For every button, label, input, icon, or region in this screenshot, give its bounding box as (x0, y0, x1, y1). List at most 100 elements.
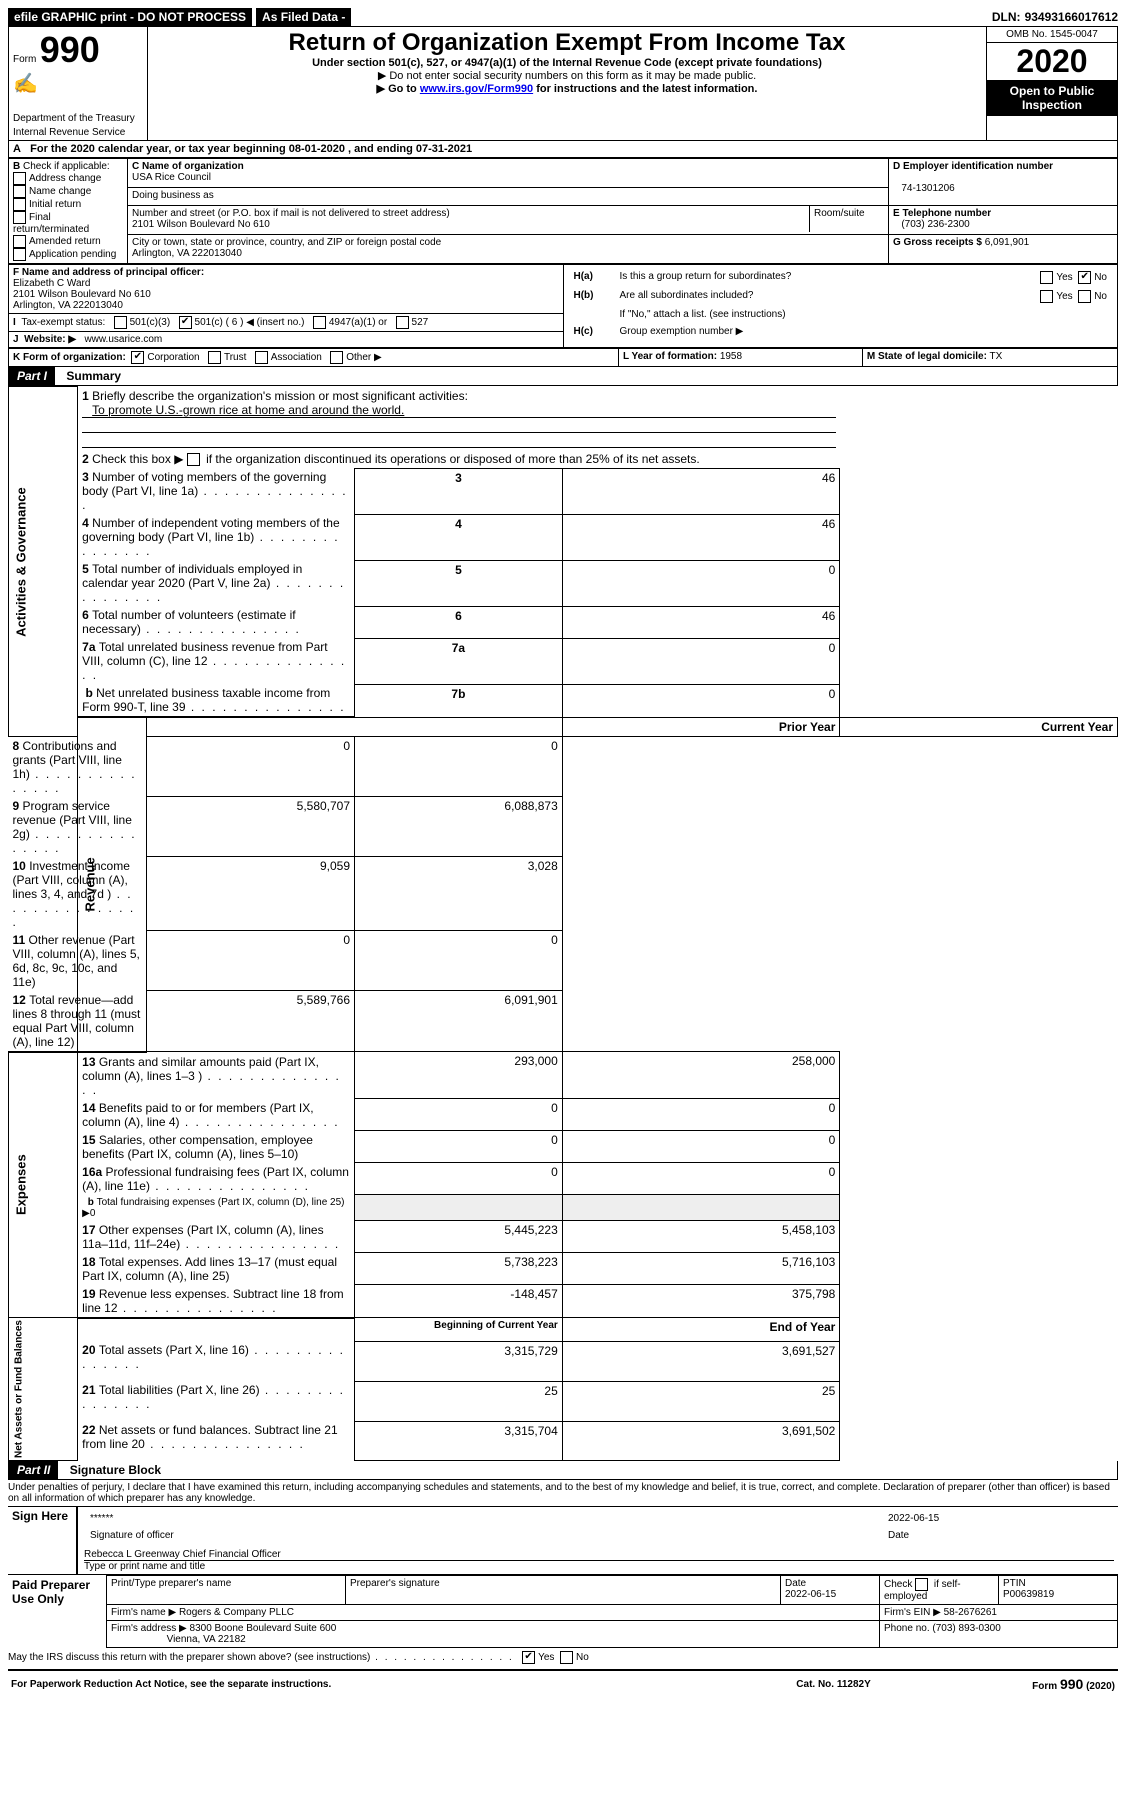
officer-addr1: 2101 Wilson Boulevard No 610 (13, 289, 151, 300)
chk-pending[interactable] (13, 248, 26, 261)
formation-year: 1958 (720, 351, 742, 362)
dept: Department of the Treasury (13, 113, 135, 124)
addr-label: Number and street (or P.O. box if mail i… (132, 208, 450, 219)
dba-label: Doing business as (132, 190, 214, 201)
sig-stars: ****** (86, 1511, 882, 1526)
chk-4947[interactable] (313, 316, 326, 329)
asfiled-label: As Filed Data - (256, 8, 351, 26)
officer-table: F Name and address of principal officer:… (8, 264, 1118, 348)
part1-table: Activities & Governance 1 Briefly descri… (8, 386, 1118, 1461)
part1-title: Summary (58, 367, 129, 385)
subtitle: Under section 501(c), 527, or 4947(a)(1)… (152, 57, 982, 69)
omb: OMB No. 1545-0047 (987, 27, 1117, 43)
street: 2101 Wilson Boulevard No 610 (132, 219, 270, 230)
v7b: 0 (562, 684, 840, 717)
chk-initial[interactable] (13, 198, 26, 211)
l2: Check this box ▶ if the organization dis… (92, 452, 700, 466)
domicile: TX (990, 351, 1003, 362)
chk-501c3[interactable] (114, 316, 127, 329)
chk-discuss-yes[interactable]: ✔ (522, 1651, 535, 1664)
prep-phone: (703) 893-0300 (932, 1623, 1000, 1634)
chk-address[interactable] (13, 172, 26, 185)
form-org-table: K Form of organization: ✔Corporation Tru… (8, 348, 1118, 367)
chk-discuss-no[interactable] (560, 1651, 573, 1664)
d-label: D Employer identification number (893, 161, 1053, 172)
discuss: May the IRS discuss this return with the… (8, 1652, 514, 1663)
irs: Internal Revenue Service (13, 127, 125, 138)
f-label: F Name and address of principal officer: (13, 267, 204, 278)
i-label: Tax-exempt status: (21, 317, 105, 328)
part2-tag: Part II (9, 1461, 58, 1479)
form-number: 990 (40, 29, 100, 70)
paid-preparer: Paid Preparer Use Only (8, 1576, 107, 1648)
chk-assoc[interactable] (255, 351, 268, 364)
header-table: Form 990 ✍ Department of the Treasury In… (8, 26, 1118, 141)
chk-trust[interactable] (208, 351, 221, 364)
firm-addr1: 8300 Boone Boulevard Suite 600 (190, 1623, 337, 1634)
end-hdr: End of Year (562, 1318, 840, 1342)
chk-hb-no[interactable] (1078, 290, 1091, 303)
efile-label: efile GRAPHIC print - DO NOT PROCESS (8, 8, 252, 26)
phone: (703) 236-2300 (901, 219, 969, 230)
note1: ▶ Do not enter social security numbers o… (152, 69, 982, 82)
form-label: Form (13, 54, 36, 65)
side-rev: Revenue (78, 717, 147, 1052)
open-inspection: Open to Public Inspection (987, 80, 1117, 116)
chk-other[interactable] (330, 351, 343, 364)
note2-post: for instructions and the latest informat… (536, 83, 757, 95)
chk-amended[interactable] (13, 235, 26, 248)
chk-corp[interactable]: ✔ (131, 351, 144, 364)
firm-ein: 58-2676261 (944, 1607, 997, 1618)
declaration: Under penalties of perjury, I declare th… (8, 1480, 1118, 1506)
b-label: Check if applicable: (23, 161, 110, 172)
l1: Briefly describe the organization's miss… (92, 389, 468, 403)
v6: 46 (562, 606, 840, 638)
form-foot: Form 990 (2020) (923, 1675, 1116, 1693)
chk-discontinued[interactable] (187, 453, 200, 466)
j-label: Website: ▶ (24, 334, 76, 345)
current-hdr: Current Year (840, 717, 1118, 736)
chk-ha-yes[interactable] (1040, 271, 1053, 284)
prior-hdr: Prior Year (562, 717, 840, 736)
chk-501c[interactable]: ✔ (179, 316, 192, 329)
ein: 74-1301206 (901, 183, 954, 194)
sign-table: Sign Here ****** 2022-06-15 Signature of… (8, 1507, 1118, 1574)
v7a: 0 (562, 638, 840, 684)
dln-label: DLN: (992, 10, 1021, 24)
side-exp: Expenses (9, 1052, 78, 1318)
top-bar: efile GRAPHIC print - DO NOT PROCESS As … (8, 8, 1118, 26)
beg-hdr: Beginning of Current Year (355, 1318, 563, 1342)
v4: 46 (562, 514, 840, 560)
gross-receipts: 6,091,901 (985, 237, 1030, 248)
part1-tag: Part I (9, 367, 55, 385)
g-label: G Gross receipts $ (893, 237, 982, 248)
chk-self-emp[interactable] (915, 1578, 928, 1591)
v5: 0 (562, 560, 840, 606)
p-sig-lbl: Preparer's signature (346, 1576, 781, 1605)
chk-527[interactable] (396, 316, 409, 329)
chk-final[interactable] (13, 211, 26, 224)
section-a: For the 2020 calendar year, or tax year … (30, 143, 472, 155)
room-label: Room/suite (810, 206, 889, 232)
city-label: City or town, state or province, country… (132, 237, 441, 248)
return-title: Return of Organization Exempt From Incom… (152, 29, 982, 57)
note2-pre: ▶ Go to (377, 83, 420, 95)
org-name: USA Rice Council (132, 172, 211, 183)
chk-ha-no[interactable]: ✔ (1078, 271, 1091, 284)
p-name-lbl: Print/Type preparer's name (107, 1576, 346, 1605)
m-label: M State of legal domicile: (867, 351, 987, 362)
chk-name[interactable] (13, 185, 26, 198)
l-label: L Year of formation: (623, 351, 717, 362)
dln-value: 93493166017612 (1025, 10, 1118, 24)
tax-year: 2020 (987, 43, 1117, 80)
side-na: Net Assets or Fund Balances (9, 1318, 78, 1461)
c-label: C Name of organization (132, 161, 244, 172)
v3: 46 (562, 468, 840, 514)
part2-title: Signature Block (62, 1461, 169, 1479)
org-info-table: B Check if applicable: Address change Na… (8, 158, 1118, 264)
k-label: K Form of organization: (13, 352, 126, 363)
sig-date: 2022-06-15 (884, 1511, 1112, 1526)
chk-hb-yes[interactable] (1040, 290, 1053, 303)
firm-name: Rogers & Company PLLC (179, 1607, 294, 1618)
irs-link[interactable]: www.irs.gov/Form990 (420, 83, 533, 95)
